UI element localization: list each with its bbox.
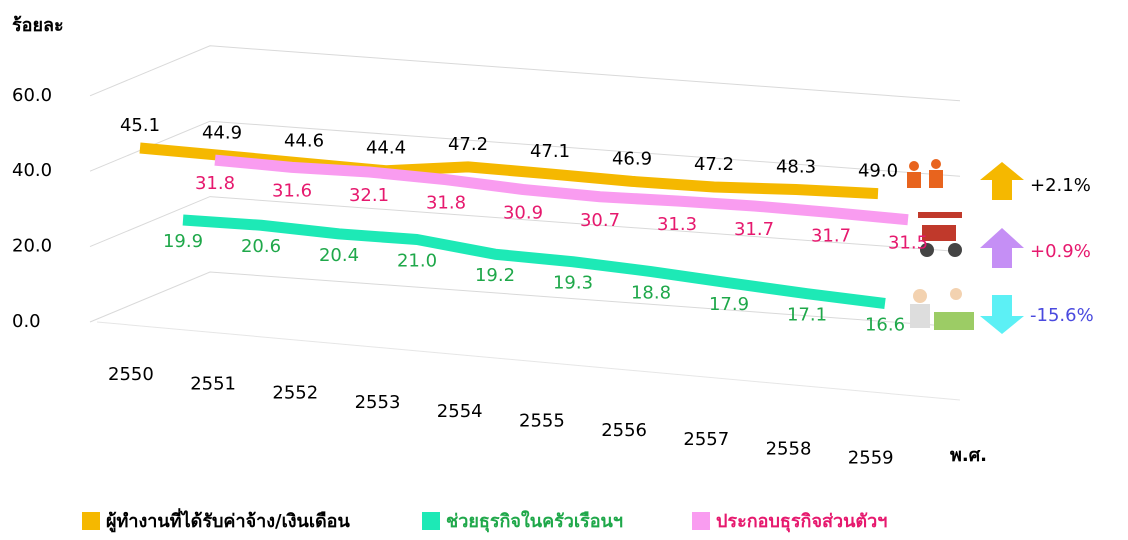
- data-label: 31.8: [426, 193, 466, 214]
- arrow-up: [980, 162, 1024, 200]
- data-label: 20.6: [241, 236, 281, 257]
- x-tick-label: 2559: [848, 448, 894, 469]
- data-label: 19.3: [553, 273, 593, 294]
- data-label: 21.0: [397, 251, 437, 272]
- data-label: 30.7: [580, 210, 620, 231]
- legend-swatch: [422, 512, 440, 530]
- data-label: 31.8: [195, 173, 235, 194]
- y-tick-label: 20.0: [12, 236, 52, 257]
- data-label: 47.1: [530, 141, 570, 162]
- x-tick-label: 2553: [355, 392, 401, 413]
- data-label: 45.1: [120, 115, 160, 136]
- data-label: 30.9: [503, 203, 543, 224]
- y-tick-label: 60.0: [12, 85, 52, 106]
- legend: ผู้ทำงานที่ได้รับค่าจ้าง/เงินเดือน ช่วยธุ…: [82, 508, 887, 533]
- data-label: 31.7: [811, 225, 851, 246]
- x-axis-label: พ.ศ.: [950, 445, 987, 466]
- data-label: 46.9: [612, 148, 652, 169]
- data-label: 19.2: [475, 265, 515, 286]
- data-label: 17.9: [709, 294, 749, 315]
- data-label: 18.8: [631, 283, 671, 304]
- y-axis-label: ร้อยละ: [12, 15, 64, 36]
- data-label: 44.4: [366, 138, 406, 159]
- data-label: 47.2: [694, 154, 734, 175]
- data-label: 44.9: [202, 122, 242, 143]
- data-label: 47.2: [448, 134, 488, 155]
- data-label: 49.0: [858, 161, 898, 182]
- legend-label: ประกอบธุรกิจส่วนตัวฯ: [716, 511, 887, 533]
- x-tick-label: 2554: [437, 401, 483, 422]
- y-tick-label: 0.0: [12, 311, 41, 332]
- data-label: 32.1: [349, 185, 389, 206]
- x-tick-label: 2550: [108, 364, 154, 385]
- data-label: 19.9: [163, 231, 203, 252]
- x-tick-label: 2551: [190, 373, 236, 394]
- data-label: 44.6: [284, 130, 324, 151]
- data-label: 31.3: [657, 214, 697, 235]
- data-label: 31.5: [888, 233, 928, 254]
- legend-swatch: [82, 512, 100, 530]
- annotation: +0.9%: [1030, 241, 1091, 262]
- legend-swatch: [692, 512, 710, 530]
- grid-line: [90, 46, 960, 101]
- x-tick-label: 2556: [601, 420, 647, 441]
- arrow-up: [980, 228, 1024, 268]
- x-tick-label: 2558: [766, 438, 812, 459]
- annotation: +2.1%: [1030, 175, 1091, 196]
- icon: [910, 288, 974, 330]
- arrow-down: [980, 295, 1024, 334]
- data-label: 17.1: [787, 305, 827, 326]
- data-label: 20.4: [319, 245, 359, 266]
- annotation: -15.6%: [1030, 305, 1094, 326]
- legend-label: ช่วยธุรกิจในครัวเรือนฯ: [446, 510, 623, 533]
- data-label: 31.7: [734, 219, 774, 240]
- data-label: 31.6: [272, 180, 312, 201]
- x-tick-label: 2555: [519, 411, 565, 432]
- chart: ร้อยละ พ.ศ. ผู้ทำงานที่ได้รับค่าจ้าง/เงิ…: [0, 0, 1128, 536]
- x-tick-label: 2552: [272, 383, 318, 404]
- data-label: 16.6: [865, 315, 905, 336]
- legend-label: ผู้ทำงานที่ได้รับค่าจ้าง/เงินเดือน: [106, 508, 350, 533]
- x-tick-label: 2557: [683, 429, 729, 450]
- data-label: 48.3: [776, 157, 816, 178]
- series-line: [183, 220, 885, 304]
- y-tick-label: 40.0: [12, 160, 52, 181]
